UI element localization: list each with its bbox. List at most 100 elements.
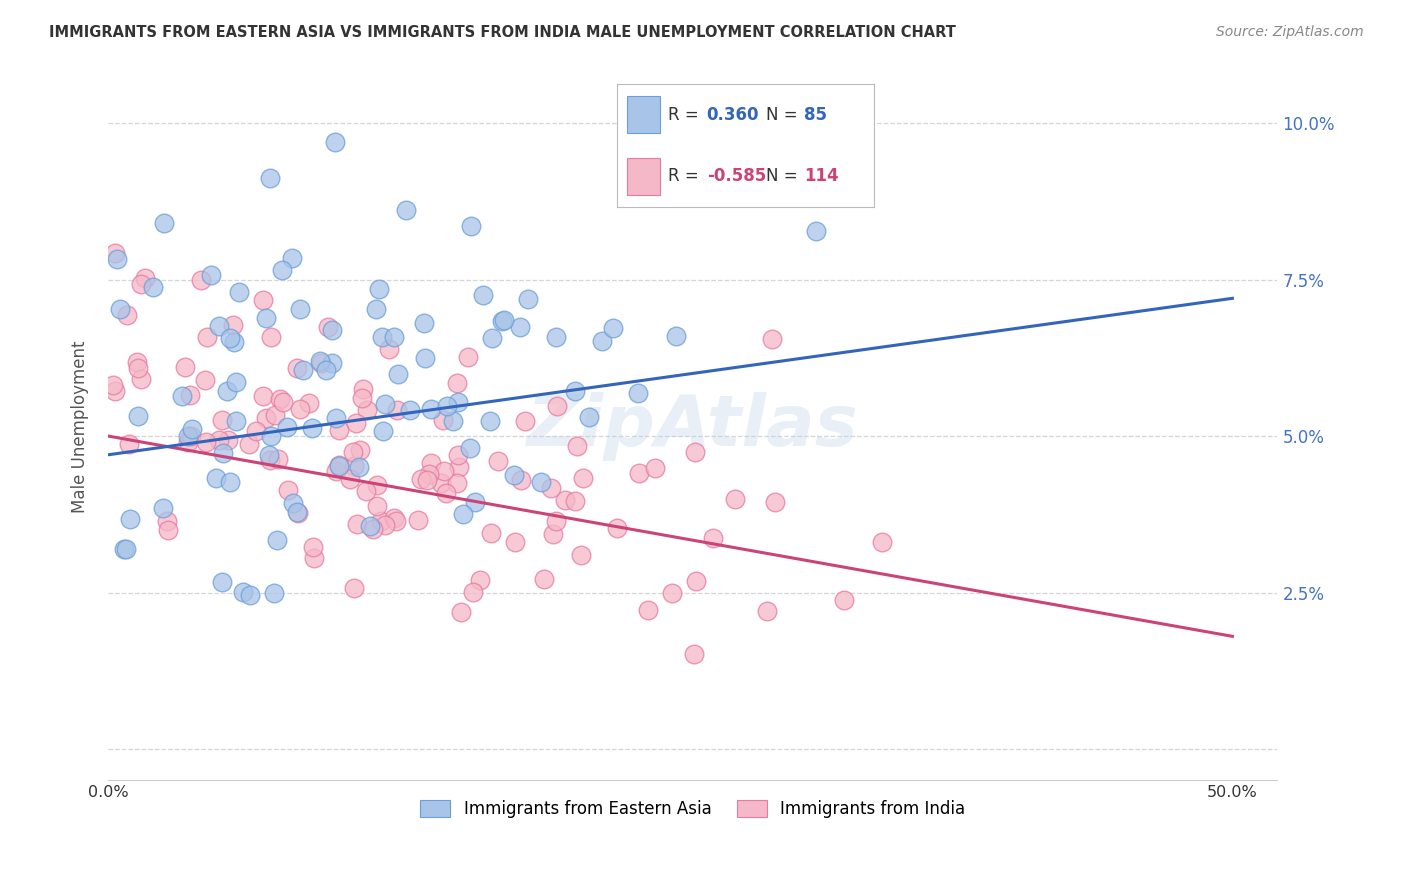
Point: [458, 441, 481, 455]
Point: [277, 483, 299, 498]
Point: [350, 392, 373, 406]
Point: [301, 421, 323, 435]
Point: [449, 460, 471, 475]
Point: [447, 395, 470, 409]
Point: [271, 395, 294, 409]
Point: [217, 384, 239, 399]
Point: [142, 280, 165, 294]
Point: [446, 376, 468, 390]
Point: [200, 268, 222, 282]
Point: [260, 330, 283, 344]
Point: [420, 456, 443, 470]
Point: [339, 472, 361, 486]
Point: [441, 414, 464, 428]
Point: [343, 458, 366, 473]
Point: [180, 429, 202, 443]
Point: [302, 550, 325, 565]
Point: [311, 356, 333, 370]
Text: Source: ZipAtlas.com: Source: ZipAtlas.com: [1216, 25, 1364, 39]
Point: [533, 572, 555, 586]
Point: [367, 282, 389, 296]
Point: [118, 511, 141, 525]
Point: [239, 588, 262, 602]
Point: [399, 402, 422, 417]
Text: ZipAtlas: ZipAtlas: [527, 392, 859, 461]
Point: [260, 429, 283, 443]
Point: [152, 500, 174, 515]
Point: [287, 505, 309, 519]
Point: [546, 330, 568, 344]
Point: [382, 510, 405, 524]
Point: [564, 493, 586, 508]
Point: [409, 472, 432, 486]
Point: [359, 519, 381, 533]
Point: [382, 330, 405, 344]
Point: [683, 445, 706, 459]
Point: [208, 319, 231, 334]
Point: [627, 386, 650, 401]
Point: [271, 263, 294, 277]
Point: [366, 478, 388, 492]
Point: [413, 351, 436, 365]
Point: [665, 329, 688, 343]
Point: [464, 495, 486, 509]
Point: [565, 439, 588, 453]
Point: [644, 460, 666, 475]
Point: [352, 382, 374, 396]
Point: [173, 359, 195, 374]
Point: [516, 293, 538, 307]
Point: [179, 388, 201, 402]
Point: [315, 362, 337, 376]
Point: [370, 514, 392, 528]
Point: [564, 384, 586, 399]
Point: [269, 392, 291, 406]
Point: [451, 508, 474, 522]
Point: [702, 531, 724, 545]
Point: [190, 272, 212, 286]
Point: [263, 586, 285, 600]
Point: [510, 473, 533, 487]
Point: [176, 429, 198, 443]
Point: [328, 458, 350, 472]
Point: [503, 468, 526, 483]
Point: [325, 464, 347, 478]
Point: [832, 593, 855, 607]
Point: [430, 475, 453, 490]
Y-axis label: Male Unemployment: Male Unemployment: [72, 341, 89, 513]
Point: [217, 433, 239, 447]
Point: [264, 408, 287, 422]
Point: [157, 524, 180, 538]
Point: [763, 495, 786, 509]
Point: [384, 514, 406, 528]
Point: [349, 442, 371, 457]
Point: [602, 321, 624, 335]
Point: [259, 170, 281, 185]
Point: [530, 475, 553, 489]
Point: [316, 319, 339, 334]
Point: [541, 527, 564, 541]
Point: [385, 402, 408, 417]
Point: [129, 372, 152, 386]
Point: [170, 389, 193, 403]
Point: [606, 521, 628, 535]
Point: [479, 526, 502, 541]
Point: [371, 424, 394, 438]
Point: [127, 409, 149, 424]
Point: [259, 453, 281, 467]
Point: [356, 402, 378, 417]
Point: [481, 331, 503, 345]
Point: [115, 309, 138, 323]
Point: [281, 495, 304, 509]
Point: [406, 513, 429, 527]
Point: [228, 285, 250, 299]
Point: [266, 451, 288, 466]
Point: [195, 330, 218, 344]
Point: [325, 410, 347, 425]
Point: [347, 459, 370, 474]
Point: [419, 402, 441, 417]
Point: [252, 293, 274, 307]
Point: [194, 373, 217, 387]
Point: [509, 320, 531, 334]
Point: [177, 435, 200, 450]
Point: [134, 271, 156, 285]
